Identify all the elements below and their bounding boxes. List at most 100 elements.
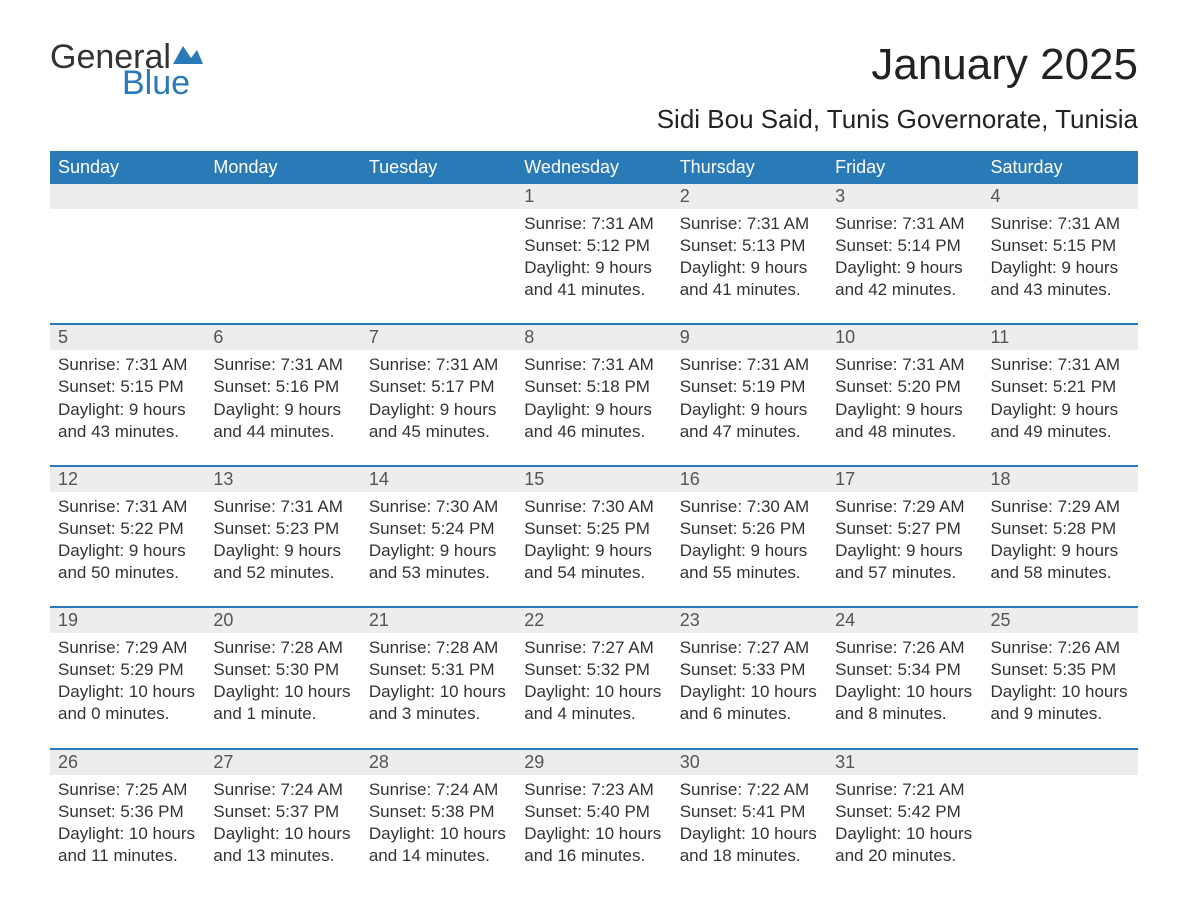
day-content-row: Sunrise: 7:31 AMSunset: 5:12 PMDaylight:… — [50, 209, 1138, 324]
day-info-line: Sunrise: 7:27 AM — [680, 637, 819, 659]
day-info-line: Sunset: 5:21 PM — [991, 376, 1130, 398]
day-info-line: and 6 minutes. — [680, 703, 819, 725]
day-info-line: and 54 minutes. — [524, 562, 663, 584]
day-cell: Sunrise: 7:31 AMSunset: 5:12 PMDaylight:… — [516, 209, 671, 324]
day-info-line: and 13 minutes. — [213, 845, 352, 867]
weekday-header: Sunday — [50, 151, 205, 184]
day-info-line: Sunset: 5:23 PM — [213, 518, 352, 540]
day-cell: Sunrise: 7:31 AMSunset: 5:14 PMDaylight:… — [827, 209, 982, 324]
day-info-line: Sunset: 5:30 PM — [213, 659, 352, 681]
day-number: 14 — [361, 466, 516, 492]
day-info-line: Sunrise: 7:31 AM — [58, 354, 197, 376]
day-info-line: Sunset: 5:15 PM — [58, 376, 197, 398]
weekday-header: Monday — [205, 151, 360, 184]
logo-text-blue: Blue — [122, 66, 203, 100]
day-info-line: Sunrise: 7:31 AM — [680, 213, 819, 235]
day-cell: Sunrise: 7:30 AMSunset: 5:24 PMDaylight:… — [361, 492, 516, 607]
day-info-line: Daylight: 10 hours — [213, 681, 352, 703]
day-info-line: Sunset: 5:42 PM — [835, 801, 974, 823]
day-number: 25 — [983, 607, 1138, 633]
day-cell: Sunrise: 7:29 AMSunset: 5:28 PMDaylight:… — [983, 492, 1138, 607]
day-info-line: Sunrise: 7:26 AM — [991, 637, 1130, 659]
day-info-line: and 3 minutes. — [369, 703, 508, 725]
day-number: 21 — [361, 607, 516, 633]
day-number — [361, 184, 516, 209]
day-info-line: Daylight: 9 hours — [835, 257, 974, 279]
day-cell — [983, 775, 1138, 889]
day-info-line: Sunrise: 7:29 AM — [835, 496, 974, 518]
day-number: 2 — [672, 184, 827, 209]
day-info-line: Sunset: 5:32 PM — [524, 659, 663, 681]
day-info-line: and 18 minutes. — [680, 845, 819, 867]
day-info-line: and 42 minutes. — [835, 279, 974, 301]
day-info-line: Sunrise: 7:28 AM — [369, 637, 508, 659]
day-info-line: and 1 minute. — [213, 703, 352, 725]
day-info-line: Daylight: 9 hours — [680, 540, 819, 562]
day-info-line: Sunset: 5:20 PM — [835, 376, 974, 398]
location-label: Sidi Bou Said, Tunis Governorate, Tunisi… — [657, 104, 1138, 135]
day-number — [50, 184, 205, 209]
day-info-line: Sunset: 5:14 PM — [835, 235, 974, 257]
day-number: 4 — [983, 184, 1138, 209]
day-info-line: Sunrise: 7:31 AM — [991, 354, 1130, 376]
day-info-line: and 45 minutes. — [369, 421, 508, 443]
day-info-line: and 49 minutes. — [991, 421, 1130, 443]
day-number: 9 — [672, 324, 827, 350]
day-number — [983, 749, 1138, 775]
day-cell: Sunrise: 7:31 AMSunset: 5:19 PMDaylight:… — [672, 350, 827, 465]
day-info-line: and 14 minutes. — [369, 845, 508, 867]
day-number: 29 — [516, 749, 671, 775]
day-info-line: Daylight: 9 hours — [991, 257, 1130, 279]
day-cell: Sunrise: 7:31 AMSunset: 5:15 PMDaylight:… — [983, 209, 1138, 324]
day-number-row: 19202122232425 — [50, 607, 1138, 633]
day-info-line: Sunrise: 7:21 AM — [835, 779, 974, 801]
day-info-line: Sunset: 5:34 PM — [835, 659, 974, 681]
day-number: 10 — [827, 324, 982, 350]
day-info-line: Sunrise: 7:31 AM — [835, 354, 974, 376]
day-info-line: and 41 minutes. — [524, 279, 663, 301]
day-info-line: Sunrise: 7:31 AM — [680, 354, 819, 376]
day-info-line: Daylight: 9 hours — [369, 399, 508, 421]
day-cell: Sunrise: 7:31 AMSunset: 5:18 PMDaylight:… — [516, 350, 671, 465]
weekday-header: Friday — [827, 151, 982, 184]
day-info-line: Sunset: 5:27 PM — [835, 518, 974, 540]
day-info-line: Daylight: 9 hours — [835, 540, 974, 562]
day-info-line: Sunset: 5:28 PM — [991, 518, 1130, 540]
calendar-table: Sunday Monday Tuesday Wednesday Thursday… — [50, 151, 1138, 889]
day-info-line: and 20 minutes. — [835, 845, 974, 867]
day-info-line: Sunrise: 7:29 AM — [58, 637, 197, 659]
day-info-line: Daylight: 10 hours — [524, 681, 663, 703]
weekday-header-row: Sunday Monday Tuesday Wednesday Thursday… — [50, 151, 1138, 184]
day-info-line: Daylight: 9 hours — [835, 399, 974, 421]
day-info-line: Sunrise: 7:25 AM — [58, 779, 197, 801]
day-info-line: Sunrise: 7:31 AM — [524, 213, 663, 235]
day-cell: Sunrise: 7:21 AMSunset: 5:42 PMDaylight:… — [827, 775, 982, 889]
weekday-header: Saturday — [983, 151, 1138, 184]
day-info-line: Sunset: 5:22 PM — [58, 518, 197, 540]
day-info-line: Daylight: 9 hours — [213, 399, 352, 421]
day-info-line: Sunset: 5:17 PM — [369, 376, 508, 398]
month-title: January 2025 — [657, 40, 1138, 90]
day-number: 27 — [205, 749, 360, 775]
day-cell: Sunrise: 7:31 AMSunset: 5:17 PMDaylight:… — [361, 350, 516, 465]
day-info-line: Sunrise: 7:30 AM — [524, 496, 663, 518]
day-info-line: and 53 minutes. — [369, 562, 508, 584]
day-info-line: Sunset: 5:38 PM — [369, 801, 508, 823]
day-info-line: Sunset: 5:41 PM — [680, 801, 819, 823]
day-info-line: Sunrise: 7:31 AM — [213, 354, 352, 376]
day-content-row: Sunrise: 7:29 AMSunset: 5:29 PMDaylight:… — [50, 633, 1138, 748]
day-info-line: and 50 minutes. — [58, 562, 197, 584]
day-cell: Sunrise: 7:24 AMSunset: 5:38 PMDaylight:… — [361, 775, 516, 889]
day-info-line: Sunrise: 7:24 AM — [369, 779, 508, 801]
day-info-line: Daylight: 9 hours — [524, 540, 663, 562]
day-info-line: Daylight: 9 hours — [991, 540, 1130, 562]
day-info-line: and 48 minutes. — [835, 421, 974, 443]
weekday-header: Tuesday — [361, 151, 516, 184]
day-cell: Sunrise: 7:31 AMSunset: 5:20 PMDaylight:… — [827, 350, 982, 465]
day-number: 22 — [516, 607, 671, 633]
day-info-line: and 4 minutes. — [524, 703, 663, 725]
day-info-line: and 8 minutes. — [835, 703, 974, 725]
logo: General Blue — [50, 40, 203, 100]
day-info-line: and 41 minutes. — [680, 279, 819, 301]
day-cell — [361, 209, 516, 324]
